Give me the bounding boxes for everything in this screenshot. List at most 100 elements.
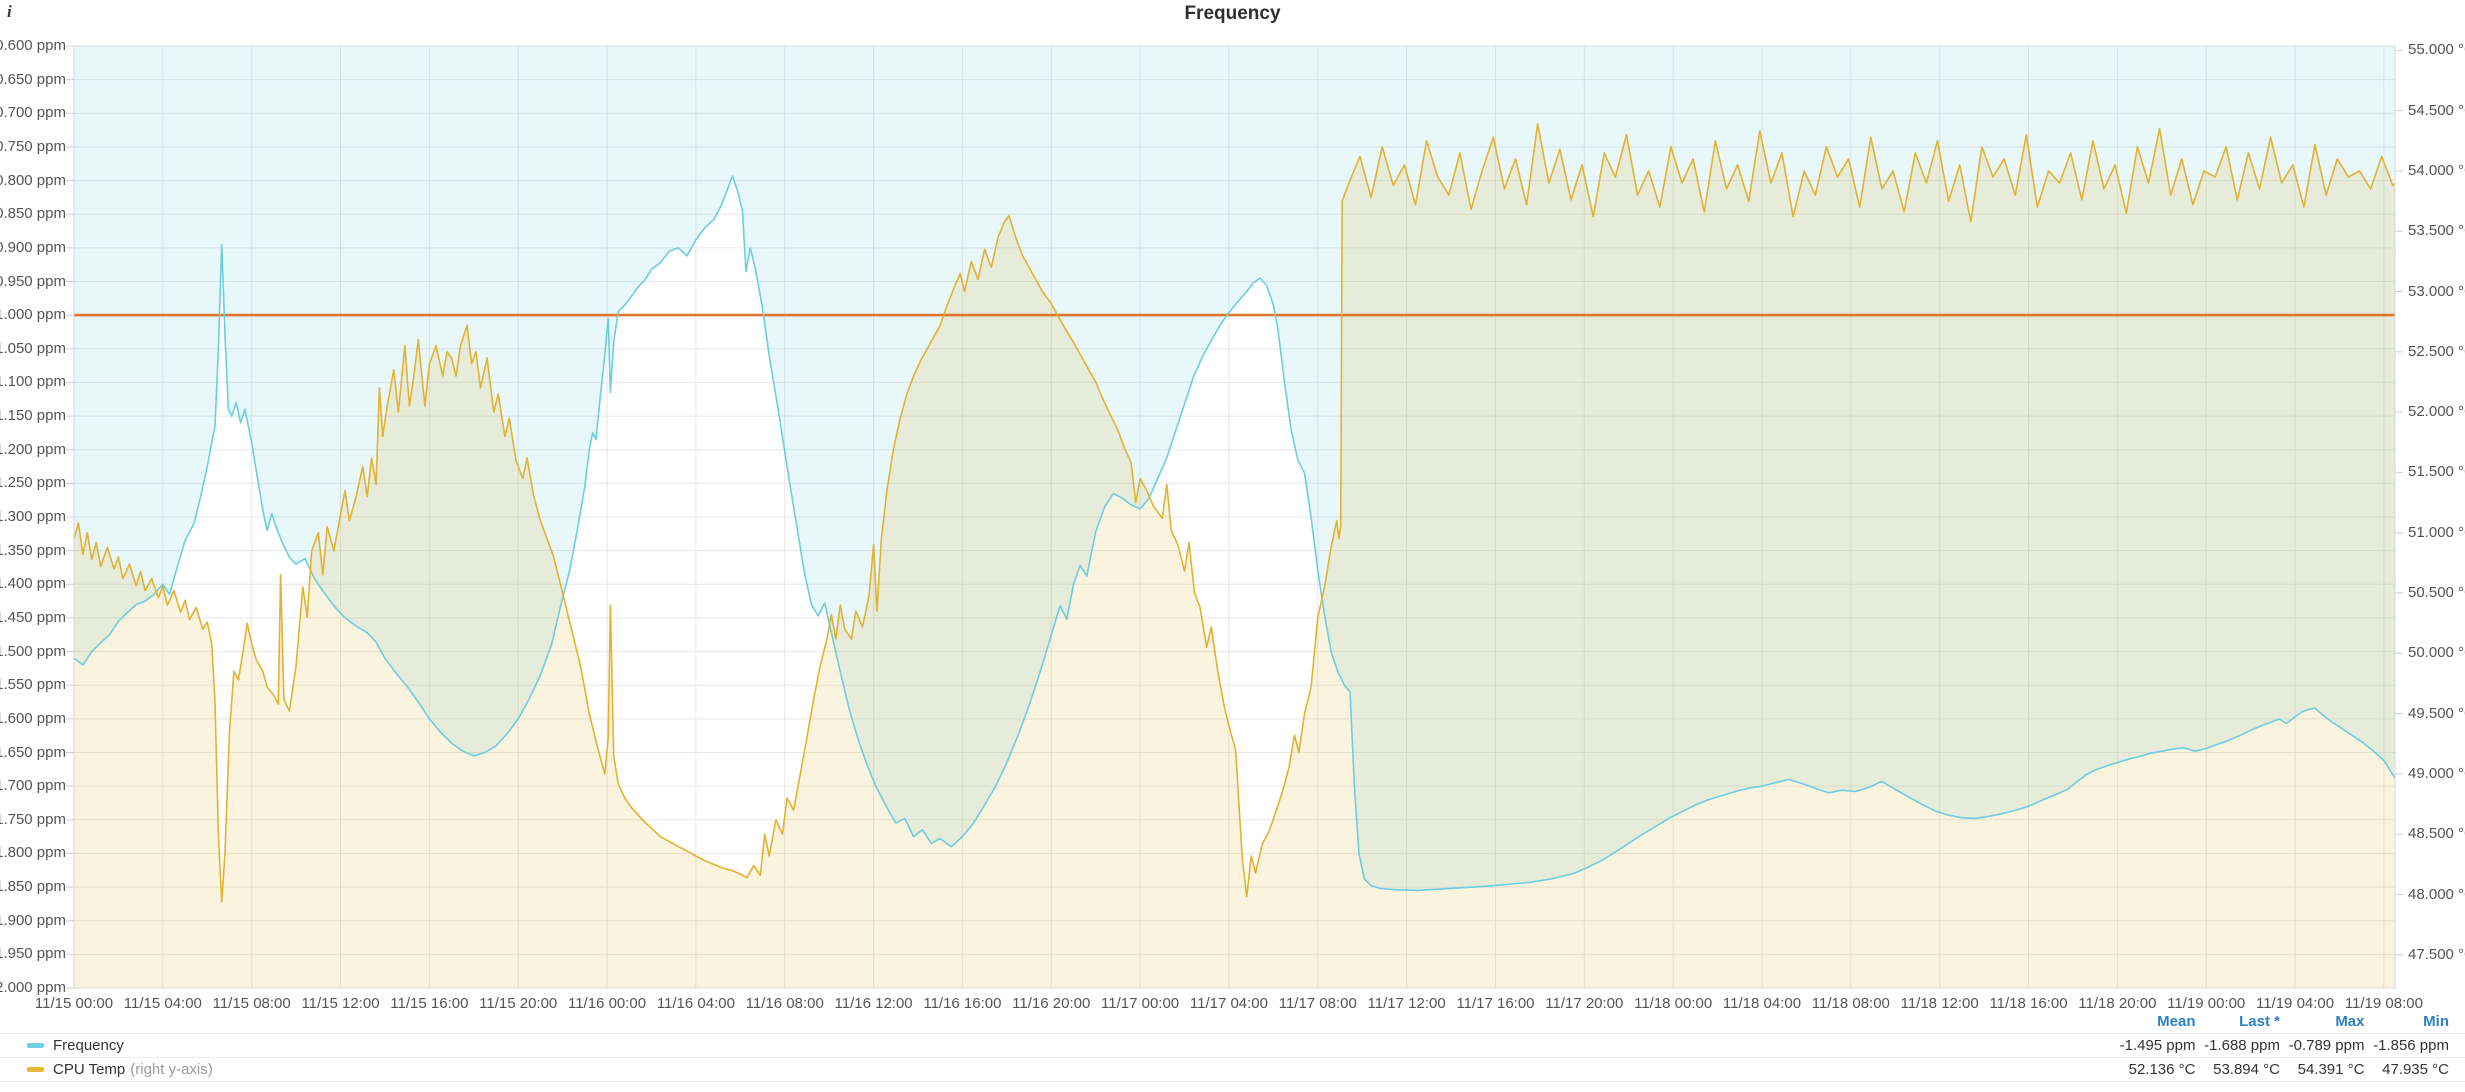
legend-stat-header[interactable]: Max: [2335, 1013, 2365, 1030]
y-axis-left-tick-label: -1.800 ppm: [0, 844, 66, 862]
legend-header-row: Mean Last * Max Min: [0, 1010, 2465, 1033]
series-line-frequency: [73, 175, 2396, 892]
x-axis-tick-label: 11/15 20:00: [479, 995, 558, 1012]
x-axis-tick-label: 11/18 16:00: [1989, 995, 2068, 1012]
y-axis-right-tick-label: 54.000 °C: [2408, 161, 2465, 179]
y-axis-left-tick-label: -1.900 ppm: [0, 911, 66, 929]
legend: Mean Last * Max Min Frequency -1.495 ppm -1.6…: [0, 1010, 2465, 1082]
y-axis-right-tick-label: 50.000 °C: [2408, 644, 2465, 662]
y-axis-left-tick-label: -1.200 ppm: [0, 440, 66, 458]
x-axis-tick-label: 11/19 00:00: [2167, 995, 2246, 1012]
x-axis-tick-label: 11/17 20:00: [1545, 995, 1624, 1012]
legend-series-name[interactable]: CPU Temp: [53, 1061, 126, 1078]
legend-stat-header[interactable]: Last *: [2239, 1013, 2280, 1030]
y-axis-left-tick-label: -1.400 ppm: [0, 575, 66, 593]
x-axis-tick-label: 11/16 12:00: [834, 995, 913, 1012]
y-axis-left-tick-label: -1.700 ppm: [0, 777, 66, 795]
legend-stat-value: -1.495 ppm: [2119, 1037, 2196, 1054]
y-axis-left-tick-label: -1.950 ppm: [0, 945, 66, 963]
x-axis-tick-label: 11/17 00:00: [1101, 995, 1180, 1012]
series-fill-frequency: [74, 46, 2395, 891]
y-axis-right-tick-label: 47.500 °C: [2408, 945, 2465, 963]
x-axis-tick-label: 11/15 16:00: [390, 995, 469, 1012]
y-axis-left-tick-label: -1.550 ppm: [0, 676, 66, 694]
legend-stat-value: 47.935 °C: [2382, 1061, 2449, 1078]
y-axis-left-tick-label: -0.600 ppm: [0, 37, 66, 54]
legend-stat-value: -0.789 ppm: [2288, 1037, 2365, 1054]
x-axis-tick-label: 11/17 08:00: [1278, 995, 1357, 1012]
y-axis-left-tick-label: -1.450 ppm: [0, 608, 66, 626]
x-axis-tick-label: 11/19 04:00: [2255, 995, 2335, 1012]
y-axis-right-tick-label: 54.500 °C: [2408, 101, 2465, 119]
legend-row: Frequency -1.495 ppm -1.688 ppm -0.789 ppm -…: [0, 1033, 2465, 1057]
y-axis-right-tick-label: 49.500 °C: [2408, 704, 2465, 722]
y-axis-left-tick-label: -1.600 ppm: [0, 709, 66, 727]
y-axis-right-tick-label: 51.500 °C: [2408, 463, 2465, 481]
legend-stat-value: 53.894 °C: [2213, 1061, 2280, 1078]
y-axis-left-tick-label: -1.750 ppm: [0, 810, 66, 828]
panel-title[interactable]: Frequency: [1184, 3, 1281, 24]
y-axis-left-tick-label: -2.000 ppm: [0, 979, 66, 996]
y-axis-right-tick-label: 49.000 °C: [2408, 764, 2465, 782]
x-axis-tick-label: 11/17 16:00: [1456, 995, 1535, 1012]
x-axis-tick-label: 11/18 12:00: [1900, 995, 1979, 1012]
x-axis-tick-label: 11/16 04:00: [656, 995, 735, 1012]
y-axis-left-tick-label: -1.650 ppm: [0, 743, 66, 761]
y-axis-right-tick-label: 53.500 °C: [2408, 222, 2465, 240]
legend-series-axis-note: (right y-axis): [130, 1061, 213, 1078]
y-axis-right-tick-label: 52.000 °C: [2408, 403, 2465, 421]
legend-stat-value: 52.136 °C: [2128, 1061, 2196, 1078]
legend-series-swatch-icon[interactable]: [27, 1043, 44, 1048]
x-axis-tick-label: 11/18 08:00: [1811, 995, 1890, 1012]
x-axis-tick-label: 11/15 04:00: [123, 995, 202, 1012]
x-axis-tick-label: 11/18 00:00: [1634, 995, 1713, 1012]
y-axis-left-tick-label: -1.350 ppm: [0, 541, 66, 559]
x-axis-tick-label: 11/17 04:00: [1189, 995, 1269, 1012]
legend-stat-value: -1.688 ppm: [2204, 1037, 2280, 1054]
x-axis-tick-label: 11/18 20:00: [2078, 995, 2157, 1012]
legend-stat-value: 54.391 °C: [2297, 1061, 2365, 1078]
x-axis-tick-label: 11/16 20:00: [1012, 995, 1091, 1012]
legend-stat-header[interactable]: Mean: [2157, 1013, 2196, 1030]
y-axis-left-tick-label: -1.850 ppm: [0, 878, 66, 896]
legend-series-name[interactable]: Frequency: [53, 1037, 124, 1054]
x-axis-tick-label: 11/18 04:00: [1722, 995, 1802, 1012]
plot-border: [73, 45, 2396, 989]
y-axis-left-tick-label: -0.950 ppm: [0, 272, 66, 290]
y-axis-right-tick-label: 51.000 °C: [2408, 523, 2465, 541]
y-axis-right-tick-label: 52.500 °C: [2408, 342, 2465, 360]
y-axis-right-tick-label: 55.000 °C: [2408, 41, 2465, 59]
y-axis-left-tick-label: -1.050 ppm: [0, 339, 66, 357]
legend-series-swatch-icon[interactable]: [27, 1067, 44, 1072]
y-axis-right-tick-label: 48.000 °C: [2408, 885, 2465, 903]
legend-stat-value: -1.856 ppm: [2373, 1037, 2449, 1054]
y-axis-right-tick-label: 48.500 °C: [2408, 825, 2465, 843]
x-axis-tick-label: 11/15 08:00: [212, 995, 291, 1012]
y-axis-left-tick-label: -0.850 ppm: [0, 205, 66, 223]
x-axis-tick-label: 11/17 12:00: [1367, 995, 1446, 1012]
y-axis-left-tick-label: -1.000 ppm: [0, 306, 66, 324]
x-axis-tick-label: 11/15 00:00: [34, 995, 114, 1012]
y-axis-left-tick-label: -0.700 ppm: [0, 104, 66, 122]
x-axis-tick-label: 11/19 08:00: [2344, 995, 2423, 1012]
series-fill-cpu-temp: [74, 123, 2395, 988]
y-axis-left-tick-label: -1.500 ppm: [0, 642, 66, 660]
x-axis-tick-label: 11/15 12:00: [301, 995, 380, 1012]
x-axis-tick-label: 11/16 08:00: [745, 995, 824, 1012]
y-axis-left-tick-label: -1.100 ppm: [0, 373, 66, 391]
series-line-cpu-temp: [73, 123, 2396, 903]
y-axis-left-tick-label: -1.250 ppm: [0, 474, 66, 492]
y-axis-left-tick-label: -1.300 ppm: [0, 508, 66, 525]
y-axis-right-tick-label: 53.000 °C: [2408, 282, 2465, 300]
panel-info-icon[interactable]: i: [7, 2, 12, 21]
x-axis-tick-label: 11/16 16:00: [923, 995, 1002, 1012]
legend-stat-header[interactable]: Min: [2423, 1013, 2449, 1030]
y-axis-left-tick-label: -0.800 ppm: [0, 171, 66, 189]
y-axis-left-tick-label: -1.150 ppm: [0, 407, 66, 425]
y-axis-right-tick-label: 50.500 °C: [2408, 584, 2465, 602]
legend-row: CPU Temp (right y-axis) 52.136 °C 53.894 °C…: [0, 1057, 2465, 1082]
x-axis-tick-label: 11/16 00:00: [567, 995, 647, 1012]
y-axis-left-tick-label: -0.650 ppm: [0, 70, 66, 88]
